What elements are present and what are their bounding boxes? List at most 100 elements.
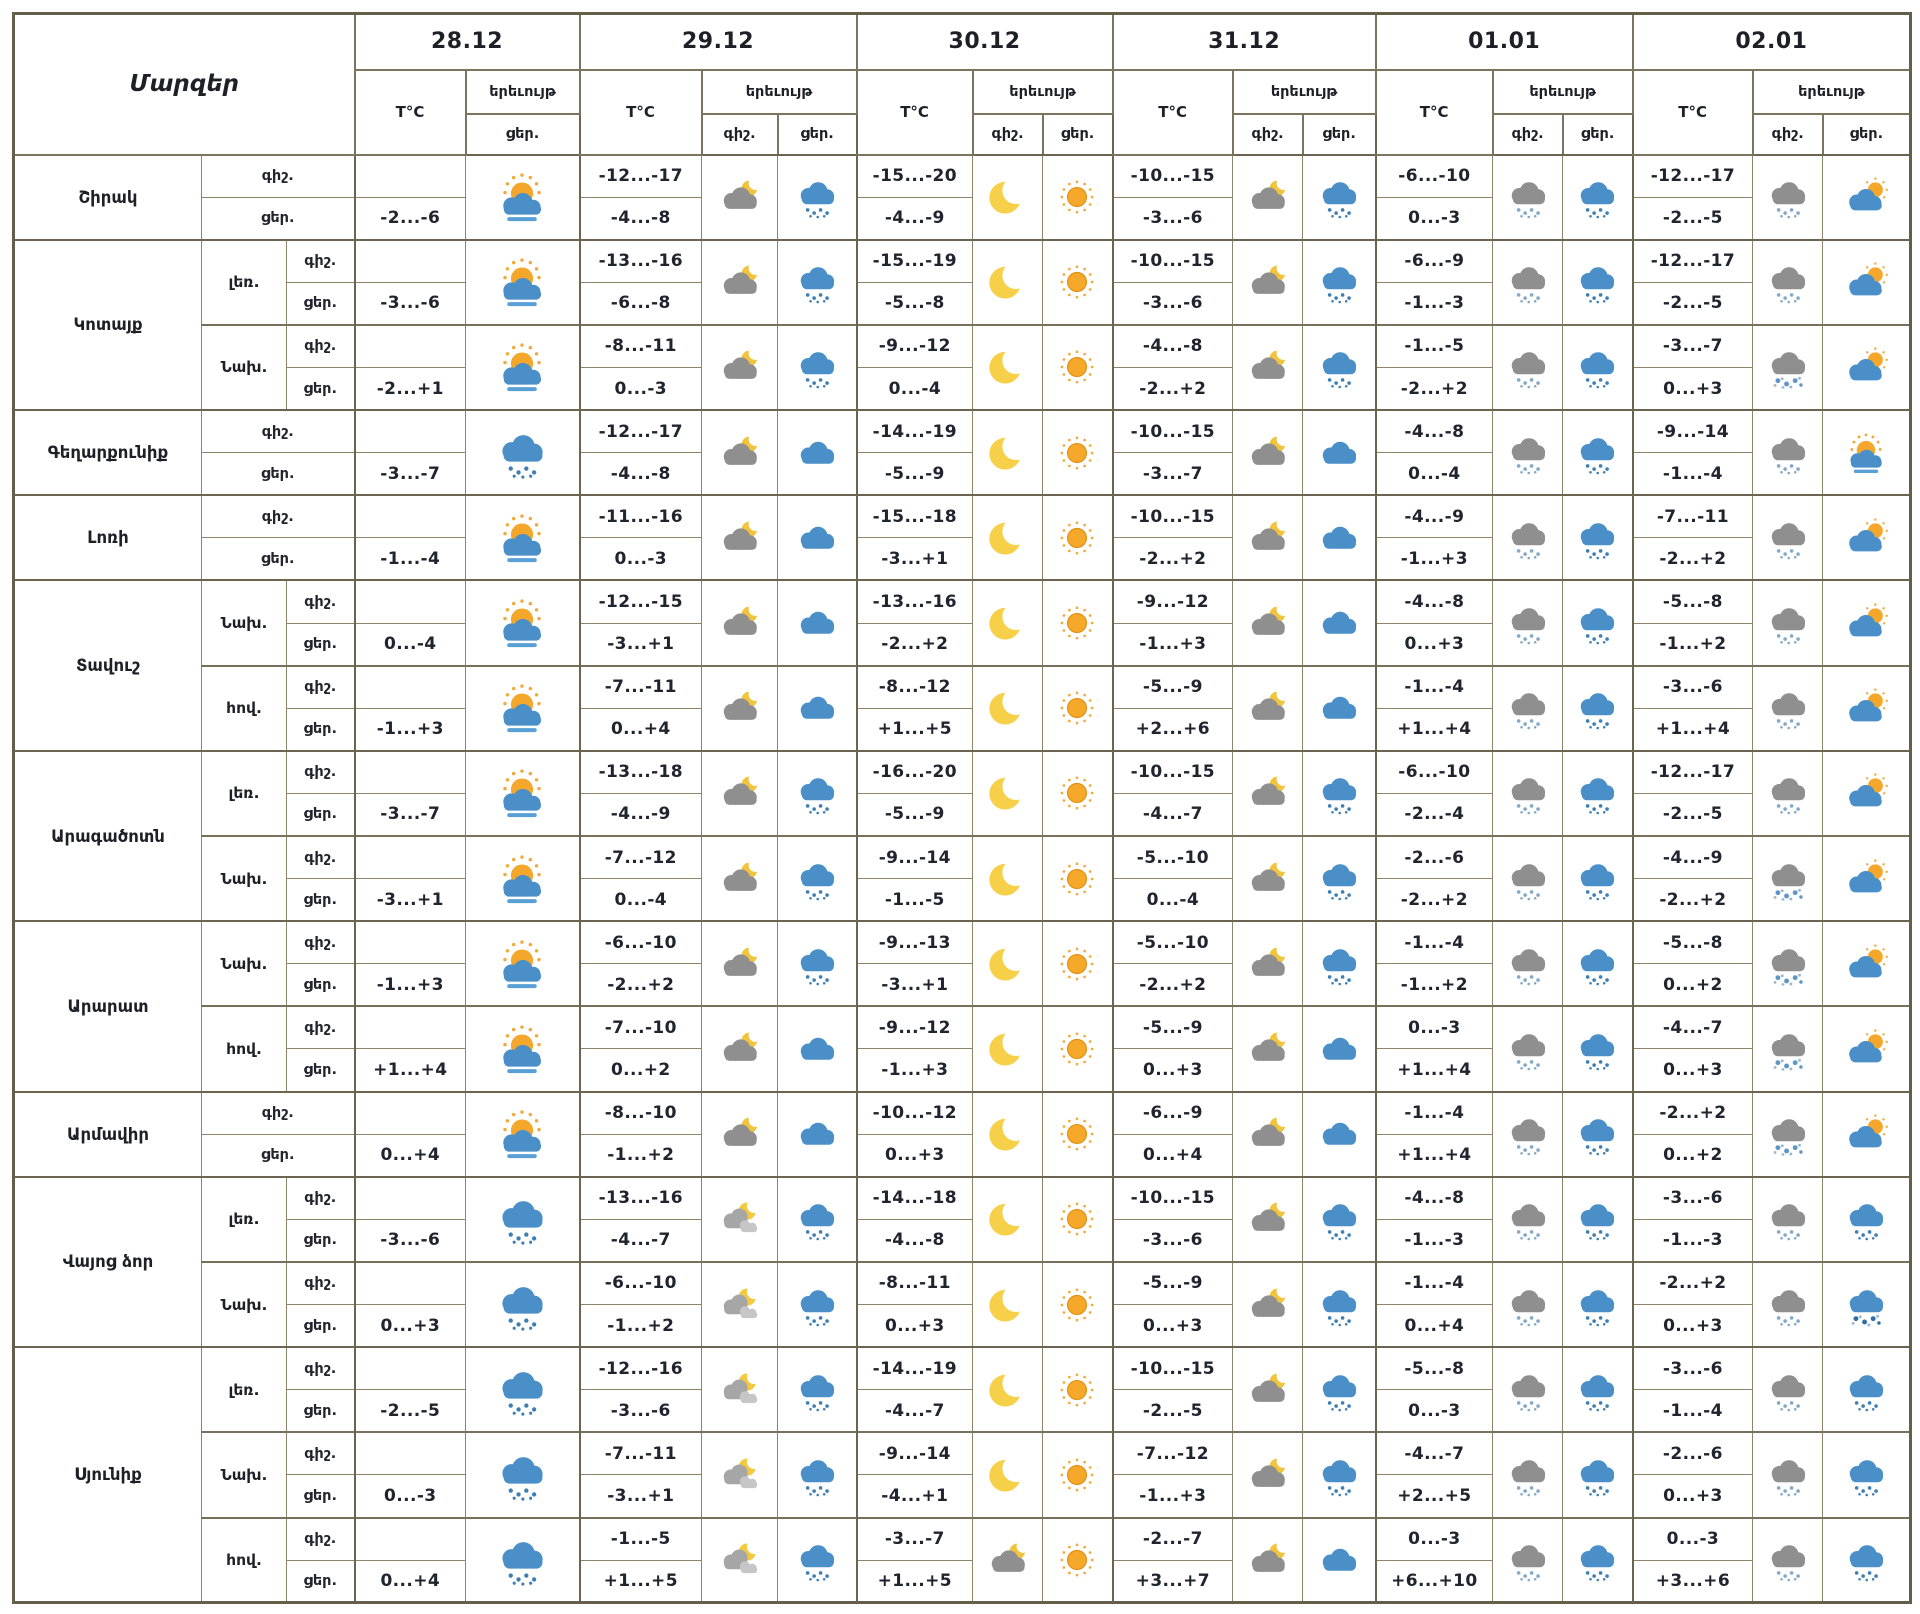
- temp-night: -7...-11: [578, 1431, 703, 1476]
- temp-day: -1...+3: [1374, 537, 1494, 581]
- icon-cell-night: [1492, 1346, 1564, 1433]
- icon-cell-night: [1492, 920, 1564, 1007]
- snow-cloud-icon: [1574, 1453, 1620, 1497]
- temp-night: -10...-15: [1111, 238, 1234, 283]
- forecast-row-night: Շիրակ գիշ. -12...-17 -15...-20 -10...-15 -6..…: [13, 153, 1912, 241]
- snow-cloud-icon: [1574, 345, 1620, 389]
- crescent-moon-icon: [985, 260, 1031, 304]
- sun-over-cloud-icon: [1843, 431, 1889, 475]
- icon-cell-day: [1042, 1175, 1114, 1263]
- icon-cell-day: [777, 579, 858, 667]
- sleet-cloud-gray-icon: [1765, 345, 1811, 389]
- temp-night: -9...-12: [855, 1005, 974, 1050]
- icon-cell-night: [1492, 323, 1564, 411]
- snow-cloud-icon: [494, 1534, 550, 1586]
- icon-cell-night: [972, 1346, 1044, 1433]
- cloudy-night-icon: [1245, 175, 1291, 219]
- snow-cloud-icon: [494, 1449, 550, 1501]
- icon-cell-night: [1232, 238, 1304, 326]
- icon-cell-day: [1822, 1346, 1912, 1433]
- temp-day: +3...+7: [1111, 1559, 1234, 1604]
- crescent-moon-icon: [985, 1197, 1031, 1241]
- snow-cloud-icon: [1574, 686, 1620, 730]
- day-label: ցեր.: [285, 622, 356, 667]
- temp-night: -4...-7: [1631, 1005, 1754, 1050]
- icon-cell-night: [701, 323, 779, 411]
- forecast-row-day: ցեր. -3...+1 0...-4 -1...-5 0...-4 -2...+2 -2.…: [14, 878, 1911, 922]
- crescent-moon-icon: [985, 942, 1031, 986]
- temp-day: -4...-8: [578, 196, 703, 241]
- day-label: ցեր.: [285, 1559, 356, 1604]
- icon-cell-day: [1562, 834, 1634, 922]
- snow-cloud-icon: [1574, 431, 1620, 475]
- temp-day: -1...+3: [1111, 622, 1234, 667]
- regions-header: Մարզեր: [12, 12, 356, 156]
- snow-cloud-icon: [1574, 1027, 1620, 1071]
- icon-cell-day: [465, 323, 581, 411]
- forecast-row-night: հով. գիշ. -7...-10 -9...-12 -5...-9 0...-3 -4.…: [14, 1005, 1912, 1093]
- night-label: գիշ.: [285, 664, 356, 709]
- temp-night: -6...-10: [1374, 749, 1494, 794]
- temp-day: -2...-5: [1631, 196, 1754, 241]
- icon-cell-day: [465, 1346, 581, 1433]
- cloudy-night-icon: [1245, 1197, 1291, 1241]
- forecast-row-day: ցեր. -1...+3 -2...+2 -3...+1 -2...+2 -1...+2 0…: [14, 963, 1911, 1007]
- area-label: Նախ.: [201, 579, 287, 667]
- temp-night: [353, 1516, 467, 1561]
- temp-day: +2...+5: [1374, 1474, 1494, 1518]
- cloudy-night-icon: [717, 516, 763, 560]
- snow-cloud-gray-icon: [1505, 1538, 1551, 1582]
- icon-cell-day: [1042, 153, 1114, 241]
- icon-cell-night: [1232, 1431, 1304, 1519]
- temp-night: -9...-14: [1631, 409, 1754, 454]
- icon-cell-day: [777, 323, 858, 411]
- icon-cell-day: [1302, 1516, 1377, 1604]
- icon-cell-day: [1562, 238, 1634, 326]
- icon-cell-day: [465, 494, 581, 581]
- sleet-cloud-gray-icon: [1765, 942, 1811, 986]
- cloudy-night-icon: [1245, 1027, 1291, 1071]
- icon-cell-night: [1492, 238, 1564, 326]
- sun-icon: [1054, 1197, 1100, 1241]
- icon-cell-day: [1822, 494, 1912, 581]
- temp-day: -3...+1: [578, 622, 703, 667]
- temp-night: -2...+2: [1631, 1090, 1754, 1135]
- snow-cloud-gray-icon: [1505, 1283, 1551, 1327]
- icon-cell-day: [777, 749, 858, 837]
- partly-cloudy-night-icon: [717, 1453, 763, 1497]
- sun-icon: [1054, 1283, 1100, 1327]
- temp-day: -3...-6: [1111, 1218, 1234, 1263]
- snow-cloud-icon: [494, 1364, 550, 1416]
- night-label: գիշ.: [285, 1260, 356, 1306]
- icon-cell-night: [701, 153, 779, 241]
- sun-icon: [1054, 260, 1100, 304]
- day-label: ցեր.: [285, 792, 356, 837]
- icon-cell-day: [1302, 1005, 1377, 1093]
- icon-cell-day: [465, 920, 581, 1007]
- temp-day: +6...+10: [1374, 1559, 1494, 1604]
- sun-behind-cloud-icon: [1843, 942, 1889, 986]
- temp-night: -9...-12: [855, 323, 974, 368]
- temp-day: +3...+6: [1631, 1559, 1754, 1604]
- snow-cloud-gray-icon: [1765, 431, 1811, 475]
- icon-cell-night: [1752, 153, 1824, 241]
- region-name: Գեղարքունիք: [13, 409, 202, 496]
- icon-cell-day: [1042, 664, 1114, 752]
- icon-cell-night: [1232, 834, 1304, 922]
- icon-cell-day: [1822, 579, 1912, 667]
- area-label: հով.: [201, 664, 287, 752]
- snow-cloud-icon: [1316, 345, 1362, 389]
- cloudy-night-icon: [1245, 857, 1291, 901]
- icon-cell-night: [1232, 494, 1304, 581]
- snow-cloud-icon: [1843, 1453, 1889, 1497]
- temp-night: -6...-10: [1374, 153, 1494, 198]
- snow-cloud-icon: [794, 175, 840, 219]
- crescent-moon-icon: [985, 686, 1031, 730]
- icon-cell-day: [465, 579, 581, 667]
- temp-night: 0...-3: [1374, 1005, 1494, 1050]
- sun-icon: [1054, 686, 1100, 730]
- temp-day: 0...+4: [1111, 1133, 1234, 1178]
- icon-cell-day: [1042, 1090, 1114, 1178]
- icon-cell-night: [701, 1090, 779, 1178]
- snow-cloud-icon: [1316, 942, 1362, 986]
